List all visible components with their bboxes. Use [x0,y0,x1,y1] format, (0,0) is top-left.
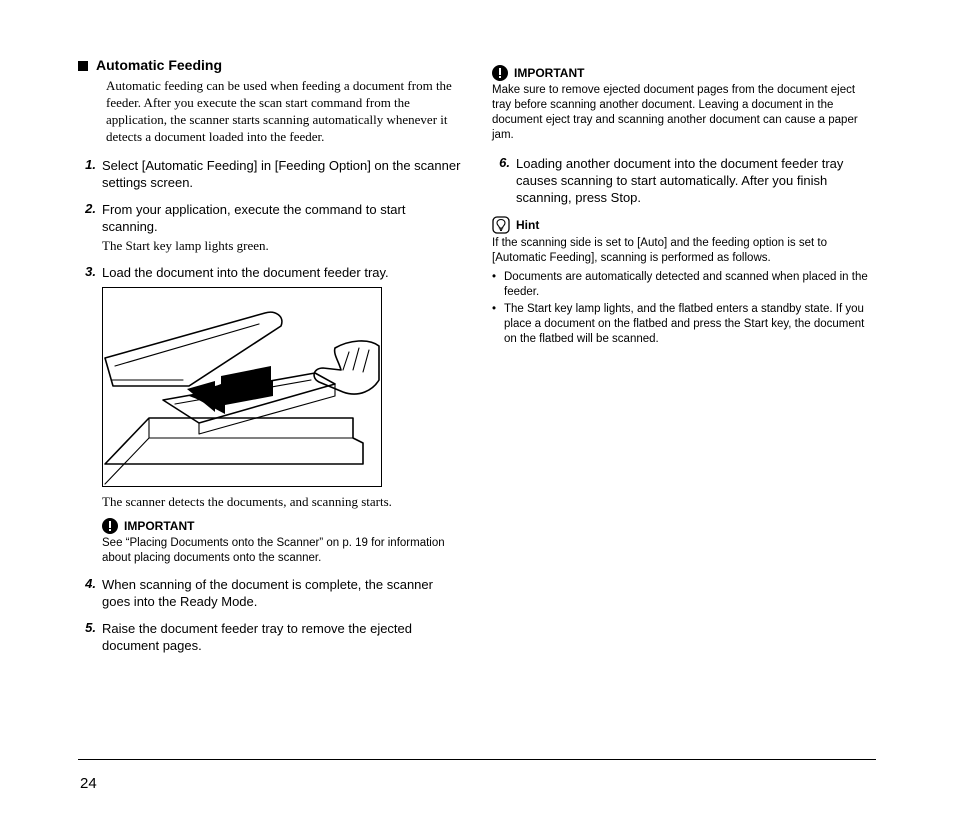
step-text: Loading another document into the docume… [516,155,876,206]
hint-label: Hint [516,218,539,232]
step-number: 2. [78,201,102,216]
step-text: Select [Automatic Feeding] in [Feeding O… [102,157,462,191]
footer-rule [78,759,876,760]
important-text: See “Placing Documents onto the Scanner”… [102,536,462,566]
step-text: When scanning of the document is complet… [102,576,462,610]
step-number: 3. [78,264,102,279]
hint-bullets: • Documents are automatically detected a… [492,270,876,347]
step-number: 5. [78,620,102,635]
section-intro: Automatic feeding can be used when feedi… [106,77,462,145]
step-subtext: The Start key lamp lights green. [102,237,462,254]
bullet-text: Documents are automatically detected and… [504,270,876,300]
step-5: 5. Raise the document feeder tray to rem… [78,620,462,654]
feeder-illustration [102,287,382,487]
step-2: 2. From your application, execute the co… [78,201,462,254]
important-label: IMPORTANT [124,519,194,533]
hint-intro: If the scanning side is set to [Auto] an… [492,236,876,266]
hint-bullet-2: • The Start key lamp lights, and the fla… [492,302,876,347]
step-1: 1. Select [Automatic Feeding] in [Feedin… [78,157,462,191]
bullet-marker: • [492,302,504,317]
important-block-1: IMPORTANT See “Placing Documents onto th… [102,518,462,566]
step-text: Load the document into the document feed… [102,264,462,281]
section-title: Automatic Feeding [96,57,222,73]
page-number: 24 [80,775,97,792]
step-number: 6. [492,155,516,170]
scanner-line-art [103,288,382,487]
page-content: Automatic Feeding Automatic feeding can … [78,57,876,767]
bullet-text: The Start key lamp lights, and the flatb… [504,302,876,347]
important-text: Make sure to remove ejected document pag… [492,83,876,143]
step-number: 4. [78,576,102,591]
illustration-caption: The scanner detects the documents, and s… [102,493,462,510]
important-block-2: IMPORTANT Make sure to remove ejected do… [492,65,876,143]
section-header: Automatic Feeding [78,57,462,73]
right-column: IMPORTANT Make sure to remove ejected do… [492,57,876,767]
step-number: 1. [78,157,102,172]
important-label: IMPORTANT [514,66,584,80]
hint-icon [492,216,510,234]
bullet-marker: • [492,270,504,285]
step-text: From your application, execute the comma… [102,201,462,235]
step-4: 4. When scanning of the document is comp… [78,576,462,610]
important-icon [102,518,118,534]
step-3: 3. Load the document into the document f… [78,264,462,566]
step-6: 6. Loading another document into the doc… [492,155,876,206]
section-bullet-square [78,61,88,71]
left-column: Automatic Feeding Automatic feeding can … [78,57,462,767]
hint-bullet-1: • Documents are automatically detected a… [492,270,876,300]
step-text: Raise the document feeder tray to remove… [102,620,462,654]
hint-block: Hint If the scanning side is set to [Aut… [492,216,876,347]
important-icon [492,65,508,81]
